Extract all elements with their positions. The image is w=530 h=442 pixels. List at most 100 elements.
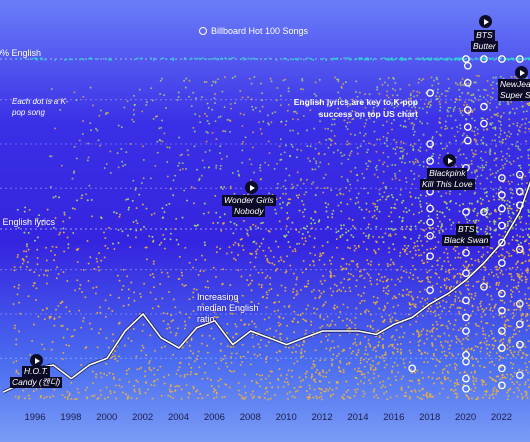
song-dot bbox=[425, 149, 428, 152]
song-dot bbox=[462, 153, 465, 156]
play-icon[interactable] bbox=[479, 15, 492, 28]
song-dot bbox=[356, 266, 359, 268]
song-dot bbox=[151, 99, 154, 102]
song-dot bbox=[66, 390, 69, 393]
song-dot bbox=[450, 388, 453, 391]
song-dot bbox=[127, 303, 130, 306]
song-dot bbox=[422, 328, 425, 331]
song-dot bbox=[179, 169, 182, 171]
song-dot bbox=[345, 262, 348, 265]
song-dot bbox=[447, 110, 450, 113]
song-dot bbox=[238, 393, 241, 396]
song-dot bbox=[359, 302, 362, 305]
song-dot bbox=[225, 308, 227, 311]
song-dot bbox=[342, 193, 345, 196]
song-dot bbox=[425, 202, 428, 205]
song-dot bbox=[310, 183, 313, 185]
song-dot bbox=[232, 243, 235, 246]
song-dot bbox=[474, 97, 476, 99]
song-dot bbox=[319, 326, 322, 329]
song-dot bbox=[497, 375, 500, 378]
song-dot bbox=[192, 352, 195, 355]
annotation-song: Candy (캔디) bbox=[10, 377, 63, 388]
song-dot bbox=[105, 374, 108, 377]
song-dot bbox=[495, 192, 498, 195]
song-dot bbox=[474, 149, 477, 152]
song-dot bbox=[476, 214, 479, 217]
song-dot bbox=[483, 88, 486, 91]
song-dot bbox=[520, 392, 523, 395]
song-dot bbox=[438, 95, 441, 98]
song-dot bbox=[366, 259, 369, 262]
song-dot bbox=[391, 196, 394, 199]
song-dot bbox=[518, 276, 521, 279]
song-dot bbox=[300, 149, 303, 152]
song-dot bbox=[369, 263, 372, 266]
song-dot bbox=[495, 393, 497, 396]
song-dot bbox=[472, 357, 475, 360]
song-dot bbox=[378, 356, 381, 359]
play-icon[interactable] bbox=[245, 181, 258, 194]
song-dot bbox=[519, 148, 521, 151]
song-dot bbox=[383, 108, 386, 110]
song-dot bbox=[319, 380, 322, 383]
song-dot bbox=[509, 336, 512, 339]
song-dot bbox=[98, 114, 101, 117]
song-dot bbox=[19, 312, 22, 315]
song-dot bbox=[499, 57, 502, 60]
song-dot bbox=[297, 313, 300, 316]
song-dot bbox=[404, 177, 407, 179]
song-dot bbox=[357, 192, 360, 195]
play-icon[interactable] bbox=[30, 354, 43, 367]
song-dot bbox=[54, 217, 57, 219]
song-dot bbox=[145, 354, 148, 356]
song-dot bbox=[298, 344, 301, 347]
song-dot bbox=[62, 231, 65, 234]
song-dot bbox=[492, 274, 495, 277]
song-dot bbox=[407, 100, 410, 103]
song-dot bbox=[475, 57, 478, 60]
song-dot bbox=[357, 383, 360, 386]
song-dot bbox=[52, 196, 55, 199]
song-dot bbox=[356, 146, 359, 149]
song-dot bbox=[383, 142, 386, 145]
song-annotation: BTS Black Swan bbox=[442, 224, 491, 246]
song-dot bbox=[59, 231, 62, 234]
song-dot bbox=[506, 391, 509, 394]
song-dot bbox=[470, 388, 473, 391]
song-dot bbox=[205, 115, 208, 118]
song-dot bbox=[506, 207, 509, 210]
song-dot bbox=[342, 371, 345, 374]
song-dot bbox=[366, 325, 369, 328]
song-dot bbox=[527, 304, 530, 307]
song-dot bbox=[219, 145, 222, 148]
song-dot bbox=[503, 131, 506, 134]
song-dot bbox=[100, 217, 103, 220]
hot100-song-ring bbox=[515, 299, 524, 308]
song-dot bbox=[516, 133, 519, 136]
song-dot bbox=[412, 145, 414, 148]
song-dot bbox=[235, 224, 238, 227]
song-dot bbox=[454, 368, 457, 371]
song-dot bbox=[249, 282, 252, 285]
song-dot bbox=[519, 167, 522, 170]
play-icon[interactable] bbox=[443, 154, 456, 167]
song-dot bbox=[276, 182, 279, 185]
song-dot bbox=[524, 276, 527, 278]
song-dot bbox=[340, 370, 342, 373]
song-dot bbox=[322, 177, 325, 180]
play-icon[interactable] bbox=[515, 66, 528, 79]
song-dot bbox=[265, 297, 268, 299]
song-dot bbox=[426, 122, 429, 125]
song-dot bbox=[493, 58, 496, 61]
song-dot bbox=[117, 124, 120, 127]
hot100-song-ring bbox=[480, 55, 488, 63]
song-dot bbox=[402, 113, 405, 116]
song-dot bbox=[471, 58, 474, 61]
song-dot bbox=[387, 84, 389, 87]
song-dot bbox=[512, 286, 515, 289]
song-dot bbox=[513, 391, 515, 394]
song-dot bbox=[409, 92, 412, 95]
song-dot bbox=[441, 57, 444, 60]
song-dot bbox=[456, 57, 459, 60]
